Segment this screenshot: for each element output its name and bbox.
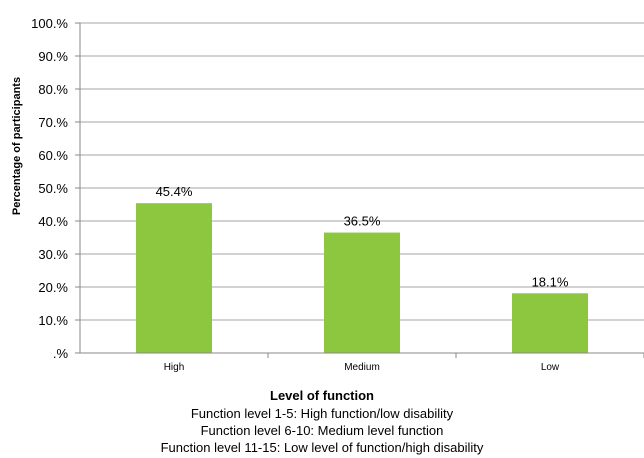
y-tick-label: 40.%: [38, 214, 68, 229]
y-axis-ticks: .% 10.% 20.% 30.% 40.% 50.% 60.% 70.% 80.% 90.% 10…: [31, 16, 80, 361]
y-tick-label: 60.%: [38, 148, 68, 163]
y-tick-label: 70.%: [38, 115, 68, 130]
data-labels: 45.4% 36.5% 18.1%: [156, 184, 569, 289]
x-tick-label-high: High: [164, 362, 185, 373]
bar-low: [512, 293, 588, 353]
y-tick-label: 30.%: [38, 247, 68, 262]
y-tick-label: 50.%: [38, 181, 68, 196]
y-tick-label: .%: [53, 346, 69, 361]
function-note-medium: Function level 6-10: Medium level functi…: [200, 423, 444, 438]
bar-chart: .% 10.% 20.% 30.% 40.% 50.% 60.% 70.% 80.% 90.% 10…: [11, 16, 644, 373]
bar-medium: [324, 232, 400, 353]
function-note-high: Function level 1-5: High function/low di…: [190, 406, 454, 421]
data-label-medium: 36.5%: [344, 214, 381, 229]
y-axis-label: Percentage of participants: [11, 77, 23, 215]
data-label-high: 45.4%: [156, 184, 193, 199]
x-tick-label-medium: Medium: [344, 362, 380, 373]
y-tick-label: 100.%: [31, 16, 68, 31]
y-tick-label: 80.%: [38, 82, 68, 97]
data-label-low: 18.1%: [532, 274, 569, 289]
bars: [136, 203, 588, 353]
y-tick-label: 90.%: [38, 49, 68, 64]
y-tick-label: 20.%: [38, 280, 68, 295]
bar-high: [136, 203, 212, 353]
x-axis-label: Level of function: [270, 388, 374, 403]
x-axis-categories: High Medium Low: [164, 353, 644, 373]
y-tick-label: 10.%: [38, 313, 68, 328]
x-tick-label-low: Low: [541, 362, 560, 373]
function-note-low: Function level 11-15: Low level of funct…: [160, 440, 484, 455]
